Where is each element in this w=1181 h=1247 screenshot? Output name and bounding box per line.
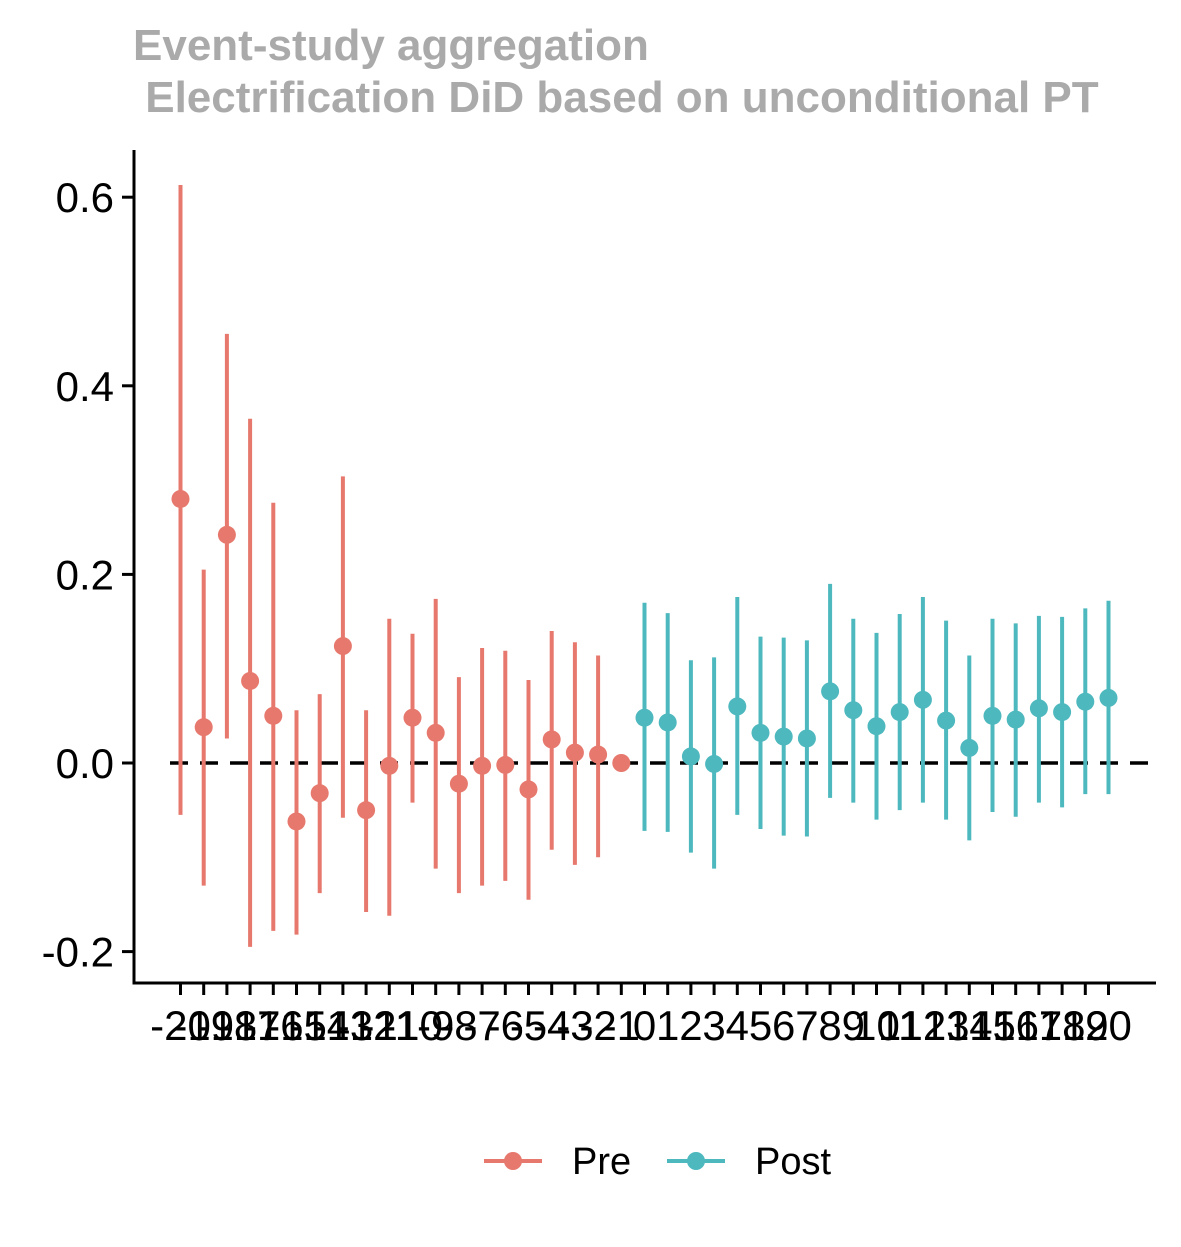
- pre-point: [519, 780, 538, 799]
- x-tick-label: -13: [313, 1002, 374, 1049]
- y-tick-label: 0.0: [56, 740, 114, 787]
- legend-key-dot-pre: [504, 1152, 522, 1170]
- x-tick-label: -3: [556, 1002, 593, 1049]
- pre-point: [496, 755, 515, 774]
- pre-point: [241, 671, 260, 690]
- y-tick-label: 0.2: [56, 551, 114, 598]
- post-point: [867, 717, 886, 736]
- plot-area: -0.20.00.20.40.6-20-19-18-17-16-15-14-13…: [42, 150, 1156, 1049]
- pre-point: [403, 708, 422, 727]
- pre-point: [565, 743, 584, 762]
- x-tick-label: -16: [243, 1002, 304, 1049]
- x-tick-label: 13: [923, 1002, 970, 1049]
- x-tick-label: -8: [440, 1002, 477, 1049]
- chart-title-line-2: Electrification DiD based on uncondition…: [133, 73, 1099, 122]
- pre-point: [426, 723, 445, 742]
- pre-point: [171, 489, 190, 508]
- y-tick-label: 0.6: [56, 174, 114, 221]
- y-tick-label: -0.2: [42, 929, 114, 976]
- post-point: [705, 754, 724, 773]
- x-tick-label: 1: [656, 1002, 679, 1049]
- post-point: [890, 703, 909, 722]
- post-point: [821, 682, 840, 701]
- x-tick-label: -20: [150, 1002, 211, 1049]
- x-tick-label: -11: [361, 1002, 419, 1049]
- x-tick-label: 18: [1039, 1002, 1086, 1049]
- x-tick-label: -1: [603, 1002, 640, 1049]
- post-point: [1099, 688, 1118, 707]
- pre-point: [612, 754, 631, 772]
- x-tick-label: -15: [266, 1002, 327, 1049]
- post-point: [658, 713, 677, 732]
- legend: Pre Post: [484, 1141, 831, 1183]
- post-point: [844, 701, 863, 720]
- post-point: [728, 697, 747, 716]
- x-tick-label: 17: [1016, 1002, 1063, 1049]
- post-point: [797, 729, 816, 748]
- y-tick-label: 0.4: [56, 363, 114, 410]
- x-tick-label: 8: [818, 1002, 841, 1049]
- x-tick-label: -19: [173, 1002, 234, 1049]
- x-tick-label: 15: [969, 1002, 1016, 1049]
- x-tick-label: 7: [795, 1002, 818, 1049]
- post-point: [1029, 699, 1048, 718]
- post-point: [960, 738, 979, 757]
- x-tick-label: -9: [417, 1002, 454, 1049]
- pre-point: [589, 745, 608, 764]
- pre-point: [542, 730, 561, 749]
- x-tick-label: 2: [679, 1002, 702, 1049]
- post-point: [1053, 703, 1072, 722]
- x-tick-label: 6: [772, 1002, 795, 1049]
- x-tick-label: 3: [702, 1002, 725, 1049]
- legend-label-pre: Pre: [572, 1141, 631, 1183]
- x-tick-label: -7: [463, 1002, 500, 1049]
- post-point: [774, 727, 793, 746]
- pre-point: [357, 801, 376, 820]
- pre-point: [449, 774, 468, 793]
- legend-label-post: Post: [755, 1141, 831, 1183]
- post-point: [913, 690, 932, 709]
- pre-point: [380, 756, 399, 775]
- x-tick-label: 14: [946, 1002, 993, 1049]
- x-tick-label: 11: [878, 1002, 922, 1049]
- pre-point: [310, 784, 329, 803]
- x-tick-label: -18: [197, 1002, 258, 1049]
- pre-point: [264, 706, 283, 725]
- post-point: [635, 708, 654, 727]
- x-tick-label: 9: [842, 1002, 865, 1049]
- post-point: [751, 723, 770, 742]
- x-tick-label: -14: [289, 1002, 350, 1049]
- chart-title-line-1: Event-study aggregation: [133, 21, 649, 70]
- x-tick-label: 19: [1062, 1002, 1109, 1049]
- x-tick-label: -4: [533, 1002, 570, 1049]
- pre-point: [287, 812, 306, 831]
- legend-key-dot-post: [687, 1152, 705, 1170]
- x-tick-label: -5: [510, 1002, 547, 1049]
- post-point: [1006, 710, 1025, 729]
- x-tick-label: 5: [749, 1002, 772, 1049]
- pre-point: [473, 756, 492, 775]
- x-tick-label: 16: [992, 1002, 1039, 1049]
- x-tick-label: 10: [853, 1002, 900, 1049]
- x-tick-label: 20: [1085, 1002, 1132, 1049]
- x-tick-label: 0: [633, 1002, 656, 1049]
- pre-point: [217, 525, 236, 544]
- x-tick-label: -6: [487, 1002, 524, 1049]
- post-point: [681, 747, 700, 766]
- x-tick-label: -12: [336, 1002, 397, 1049]
- x-tick-label: -17: [220, 1002, 281, 1049]
- x-tick-label: 12: [900, 1002, 947, 1049]
- x-tick-label: 4: [726, 1002, 749, 1049]
- pre-point: [333, 637, 352, 656]
- post-point: [1076, 692, 1095, 711]
- post-point: [937, 711, 956, 730]
- x-tick-label: -10: [382, 1002, 443, 1049]
- pre-point: [194, 718, 213, 737]
- post-point: [983, 706, 1002, 725]
- x-tick-label: -2: [579, 1002, 616, 1049]
